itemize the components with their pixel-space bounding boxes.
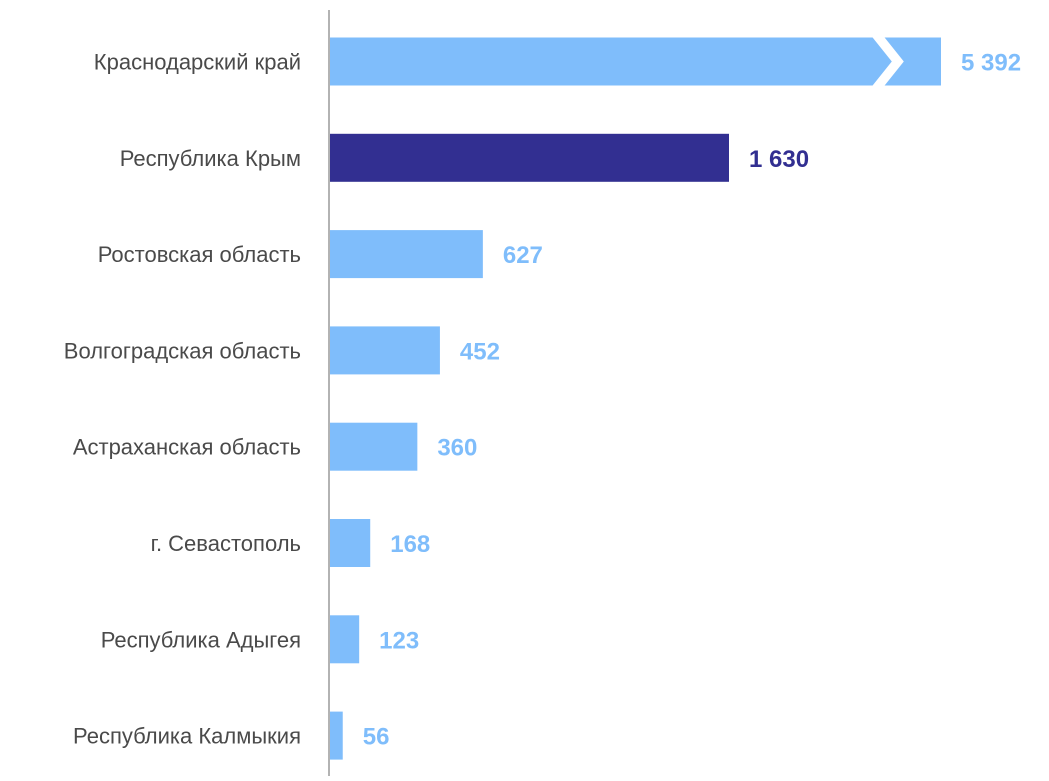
bar bbox=[329, 326, 440, 375]
category-label: Республика Калмыкия bbox=[73, 724, 301, 749]
bar-highlighted bbox=[329, 133, 729, 182]
category-label: Волгоградская область bbox=[64, 338, 301, 363]
value-label: 5 392 bbox=[961, 50, 1021, 77]
category-label: Ростовская область bbox=[98, 242, 301, 267]
category-label: Краснодарский край bbox=[94, 50, 301, 75]
category-label: Республика Крым bbox=[120, 146, 301, 171]
bar bbox=[329, 519, 371, 567]
value-label: 123 bbox=[379, 627, 419, 654]
value-label: 360 bbox=[437, 435, 477, 462]
category-label: г. Севастополь bbox=[151, 531, 301, 556]
value-label: 56 bbox=[363, 724, 390, 751]
value-label: 452 bbox=[460, 338, 500, 365]
bar bbox=[329, 711, 343, 760]
bars-layer bbox=[329, 36, 941, 760]
category-label: Республика Адыгея bbox=[101, 627, 301, 652]
category-label: Астраханская область bbox=[73, 435, 301, 460]
bar bbox=[329, 230, 483, 279]
bar-broken bbox=[329, 37, 941, 86]
value-label: 168 bbox=[390, 531, 430, 558]
bar bbox=[329, 422, 418, 471]
value-label: 627 bbox=[503, 242, 543, 269]
labels-layer: Краснодарский край 5 392 Республика Крым 1 … bbox=[64, 50, 1021, 751]
axis-break-marker bbox=[871, 36, 904, 87]
bar bbox=[329, 615, 360, 664]
value-label: 1 630 bbox=[749, 146, 809, 173]
